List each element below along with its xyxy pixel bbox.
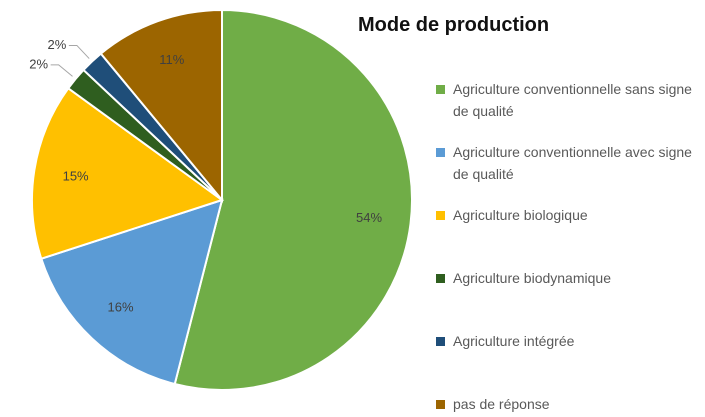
legend-swatch (436, 337, 445, 346)
legend-swatch (436, 85, 445, 94)
leader-line (50, 64, 73, 77)
legend-label: Agriculture conventionnelle sans signe d… (453, 81, 692, 119)
pie-slice (99, 8, 223, 203)
leader-line (68, 44, 90, 59)
legend-swatch (436, 211, 445, 220)
pie-slice (173, 8, 413, 391)
legend-label: Agriculture conventionnelle avec signe d… (453, 144, 692, 182)
legend-item: Agriculture biodynamique (436, 267, 698, 289)
chart-title: Mode de production (358, 14, 550, 36)
legend-label: Agriculture biologique (453, 207, 588, 223)
pie-slice (31, 86, 225, 260)
legend-item: pas de réponse (436, 393, 698, 415)
legend-swatch (436, 148, 445, 157)
data-label: 54% (356, 210, 382, 225)
legend-item: Agriculture conventionnelle avec signe d… (436, 141, 698, 185)
legend-swatch (436, 274, 445, 283)
legend-label: Agriculture biodynamique (453, 270, 611, 286)
data-label: 11% (159, 52, 184, 67)
legend-label: Agriculture intégrée (453, 333, 575, 349)
data-label: 16% (108, 299, 134, 314)
data-label: 2% (29, 56, 48, 71)
legend-swatch (436, 400, 445, 409)
data-label: 15% (63, 168, 89, 183)
legend-item: Agriculture conventionnelle sans signe d… (436, 78, 698, 122)
legend-item: Agriculture intégrée (436, 330, 698, 352)
legend-label: pas de réponse (453, 396, 550, 412)
legend-item: Agriculture biologique (436, 204, 698, 226)
data-label: 2% (47, 37, 66, 52)
pie-slice (40, 198, 224, 386)
